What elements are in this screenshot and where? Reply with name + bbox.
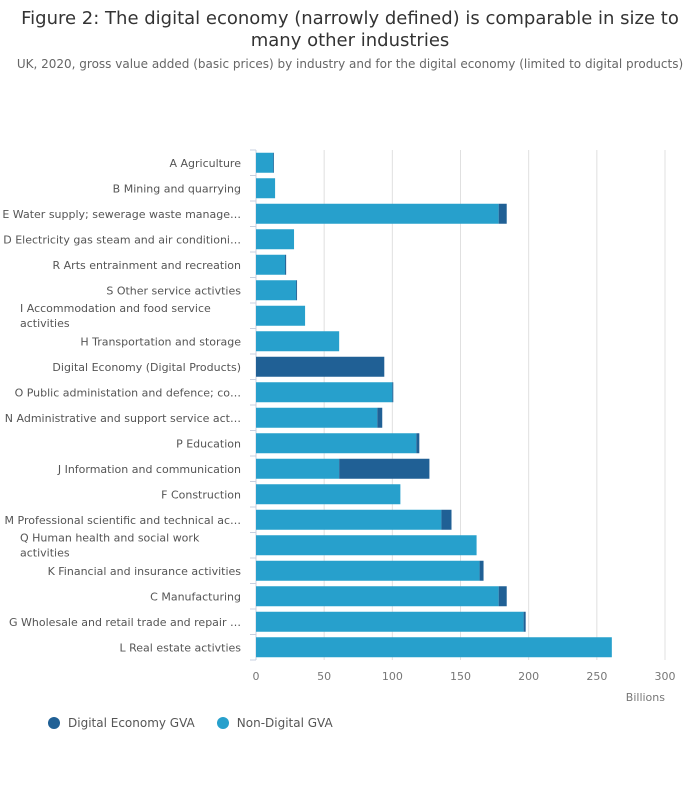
- x-tick-label: 300: [655, 670, 676, 683]
- legend-item-digital: Digital Economy GVA: [48, 716, 195, 730]
- category-label: E Water supply; sewerage waste manage…: [2, 208, 241, 221]
- bar-segment: [392, 382, 394, 403]
- bar-segment: [256, 254, 286, 275]
- bar-segment: [256, 229, 295, 250]
- bar-segment: [256, 433, 417, 454]
- category-label: R Arts entrainment and recreation: [53, 259, 242, 272]
- legend: Digital Economy GVA Non-Digital GVA: [48, 716, 333, 730]
- x-axis-label: Billions: [626, 691, 665, 704]
- category-label: H Transportation and storage: [80, 335, 241, 348]
- category-label: Q Human health and social work activities: [20, 531, 200, 559]
- bar-segment: [479, 560, 484, 581]
- category-label: P Education: [176, 437, 241, 450]
- x-tick-label: 100: [382, 670, 403, 683]
- x-tick-label: 200: [518, 670, 539, 683]
- bar-segment: [416, 433, 420, 454]
- category-label: Digital Economy (Digital Products): [52, 361, 241, 374]
- category-label: I Accommodation and food service activiti…: [20, 302, 211, 330]
- category-label: K Financial and insurance activities: [48, 565, 242, 578]
- bar-segment: [273, 152, 274, 173]
- bar-segment: [256, 305, 306, 326]
- bar-segment: [256, 203, 499, 224]
- category-label: M Professional scientific and technical …: [5, 514, 241, 527]
- bar-segment: [256, 331, 340, 352]
- chart-subtitle: UK, 2020, gross value added (basic price…: [16, 57, 684, 71]
- x-tick-label: 250: [586, 670, 607, 683]
- bar-segment: [339, 458, 430, 479]
- category-label: C Manufacturing: [150, 590, 241, 603]
- category-label: J Information and communication: [57, 463, 241, 476]
- category-label: L Real estate activties: [120, 641, 242, 654]
- x-tick-label: 50: [317, 670, 331, 683]
- x-tick-label: 0: [253, 670, 260, 683]
- category-label: A Agriculture: [169, 157, 241, 170]
- bar-segment: [256, 407, 378, 428]
- bar-segment: [256, 356, 385, 377]
- bar-segment: [256, 611, 524, 632]
- bar-segment: [256, 178, 276, 199]
- category-label: B Mining and quarrying: [113, 182, 241, 195]
- bar-segment: [256, 560, 480, 581]
- category-label-line: activities: [20, 546, 70, 559]
- legend-label: Digital Economy GVA: [68, 716, 195, 730]
- category-label-line: Q Human health and social work: [20, 531, 200, 544]
- bar-segment: [377, 407, 383, 428]
- bar-segment: [285, 254, 287, 275]
- bar-segment: [256, 535, 477, 556]
- category-label: N Administrative and support service act…: [5, 412, 241, 425]
- category-label: D Electricity gas steam and air conditio…: [3, 233, 241, 246]
- bar-segment: [256, 458, 340, 479]
- legend-swatch-non-digital: [216, 717, 229, 729]
- legend-label: Non-Digital GVA: [236, 716, 333, 730]
- x-tick-label: 150: [450, 670, 471, 683]
- legend-swatch-digital: [48, 717, 60, 729]
- category-label-line: activities: [20, 317, 70, 330]
- category-label: O Public administation and defence; co…: [15, 386, 241, 399]
- category-label: F Construction: [161, 488, 241, 501]
- bar-segment: [256, 509, 442, 530]
- category-label-line: I Accommodation and food service: [20, 302, 211, 315]
- legend-item-non-digital: Non-Digital GVA: [216, 716, 333, 730]
- bar-segment: [441, 509, 452, 530]
- category-label: G Wholesale and retail trade and repair …: [9, 616, 241, 629]
- bar-segment: [256, 382, 393, 403]
- bar-segment: [256, 280, 297, 301]
- bar-segment: [256, 484, 401, 505]
- bar-segment: [498, 586, 507, 607]
- chart-title: Figure 2: The digital economy (narrowly …: [21, 8, 679, 51]
- bar-segment: [523, 611, 526, 632]
- bar-segment: [256, 637, 612, 658]
- category-label: S Other service activties: [106, 284, 241, 297]
- bar-segment: [498, 203, 507, 224]
- bar-segment: [256, 152, 274, 173]
- bar-segment: [256, 586, 499, 607]
- bar-segment: [296, 280, 298, 301]
